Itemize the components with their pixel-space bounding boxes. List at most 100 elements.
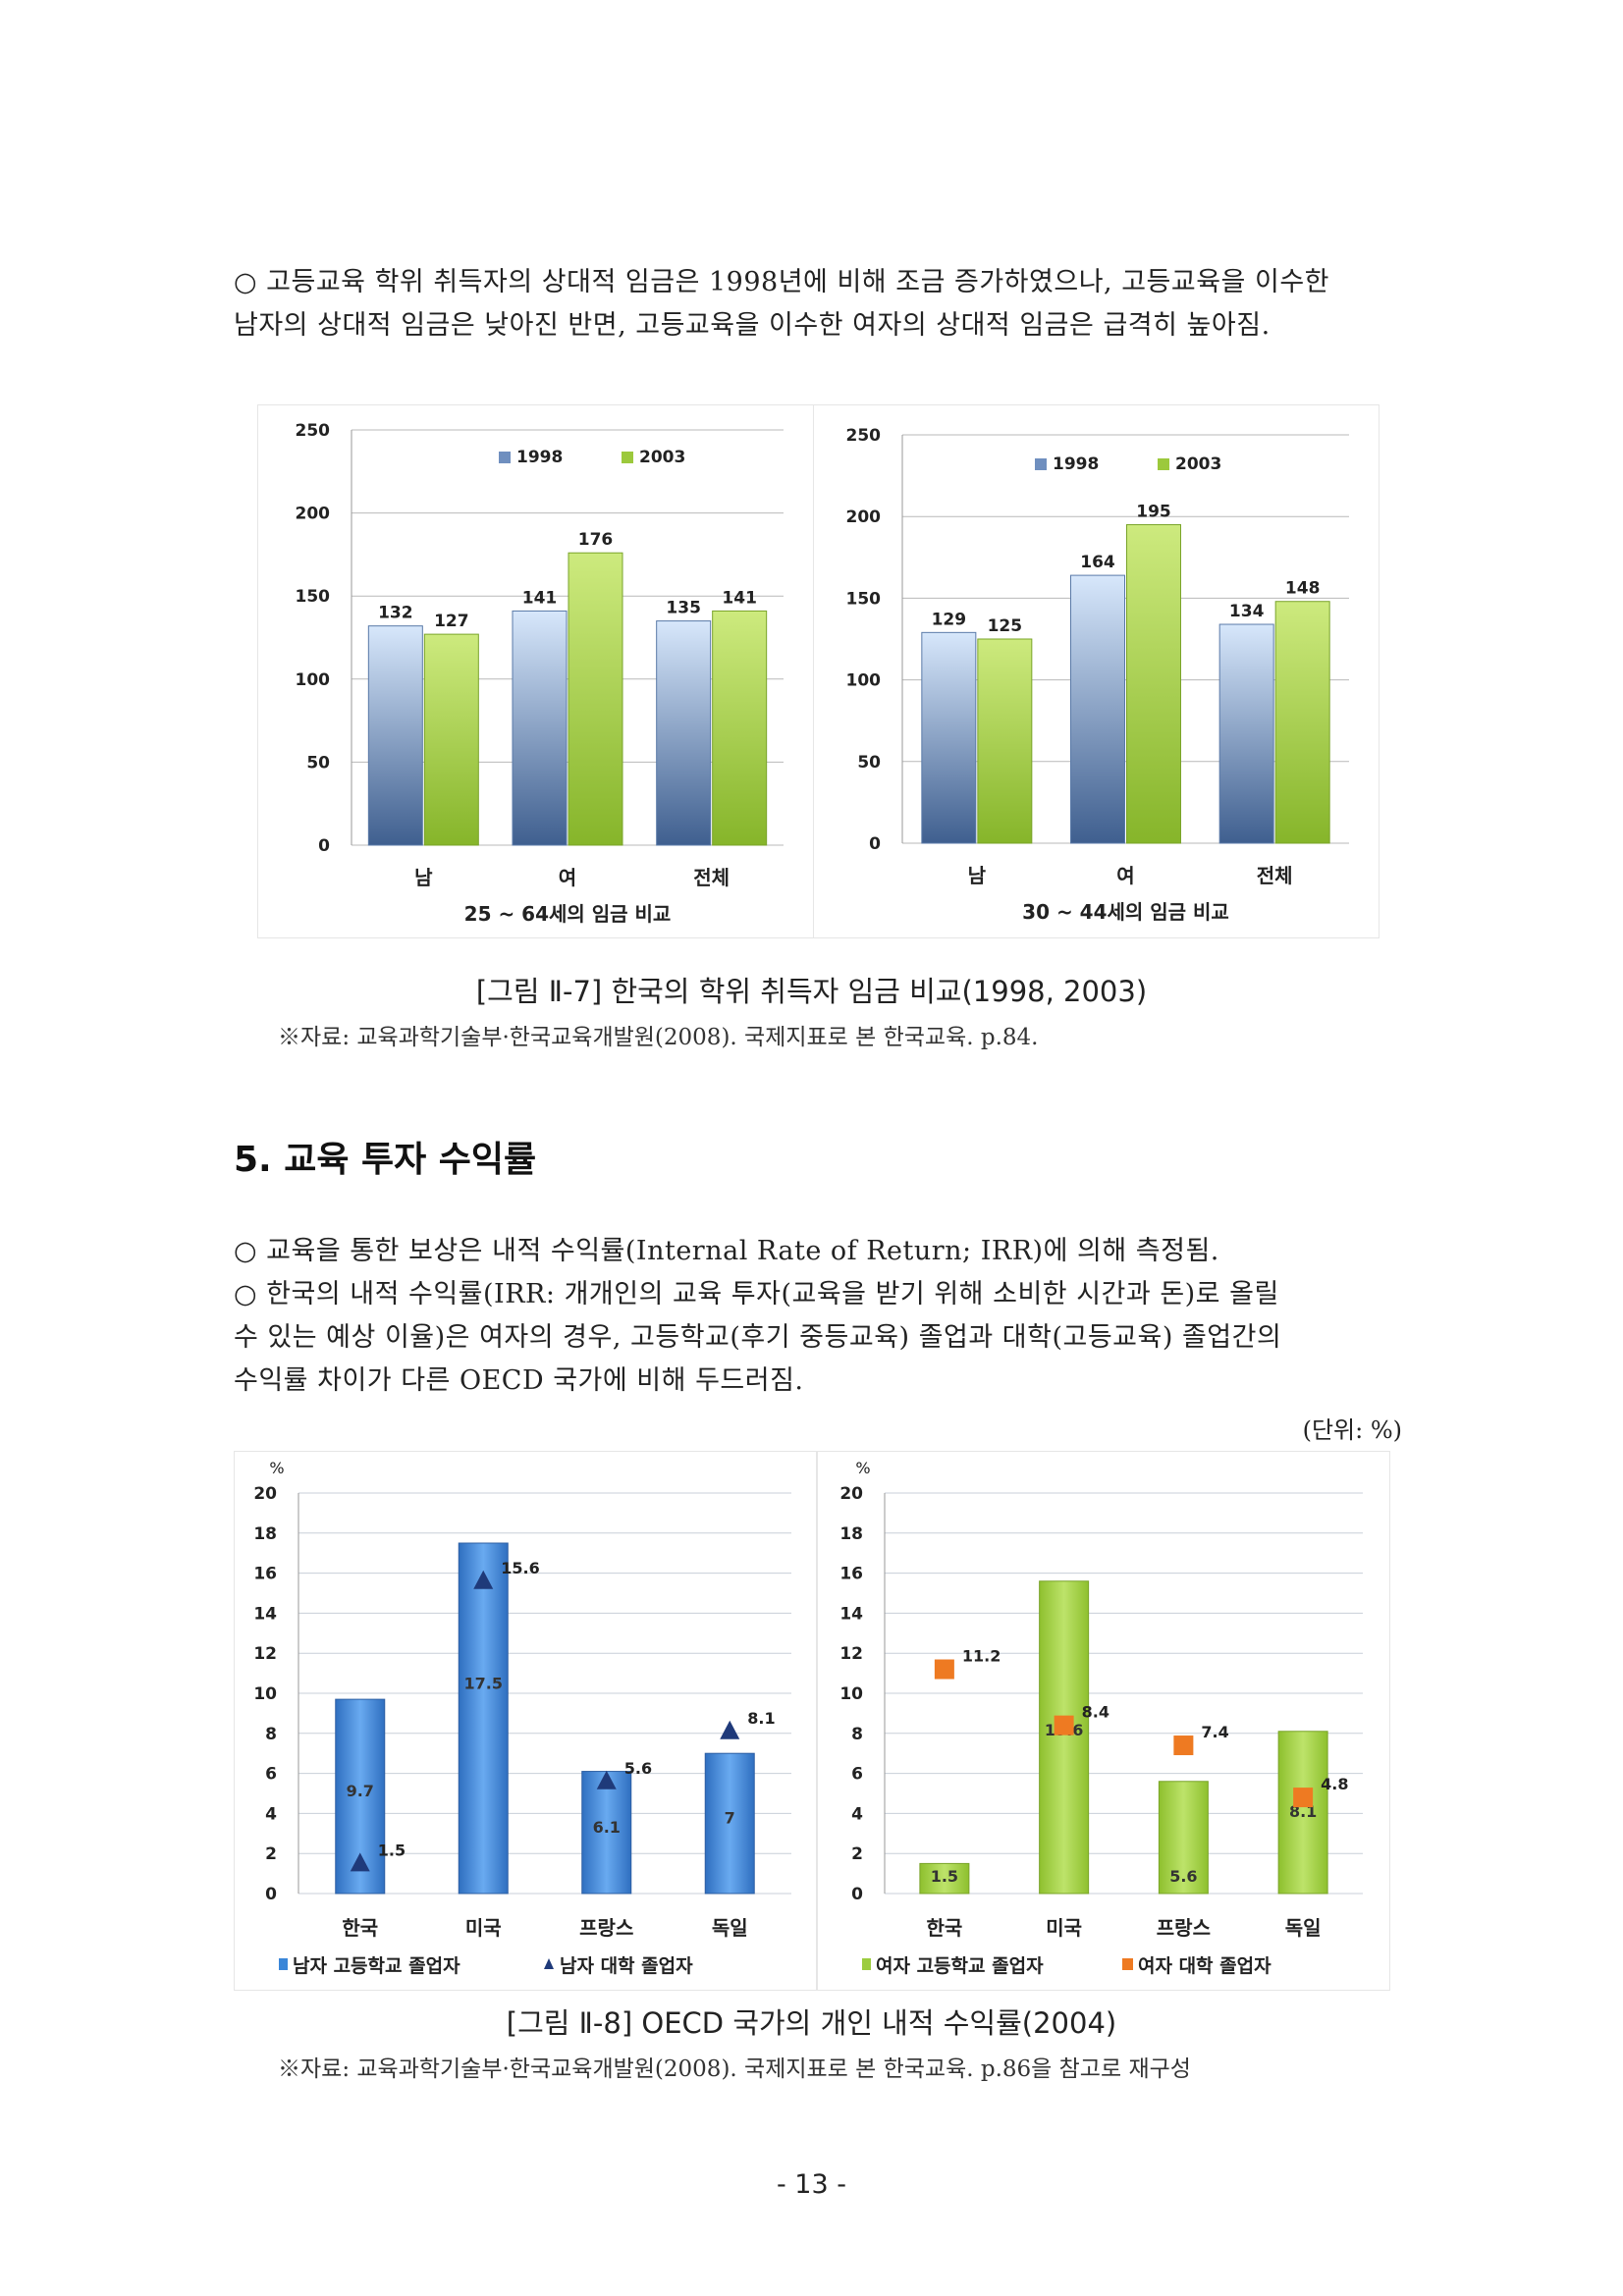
y-tick-label: 4	[851, 1804, 863, 1824]
bar-1998-남	[921, 631, 977, 844]
figure8-caption: [그림 Ⅱ-8] OECD 국가의 개인 내적 수익률(2004)	[506, 2006, 1117, 2040]
x-tick-label: 남	[968, 864, 987, 887]
y-tick-label: 0	[265, 1885, 277, 1904]
y-tick-label: 50	[306, 753, 330, 773]
y-tick-label: 2	[265, 1844, 277, 1864]
marker-여자 대학 졸업자-한국	[934, 1659, 954, 1680]
marker-여자 대학 졸업자-독일	[1293, 1788, 1314, 1808]
bar-2003-남	[423, 633, 479, 846]
bar-value-label: 195	[1136, 503, 1171, 522]
wage-chart-right-frame: 0 50 100 150 200 250 129 125 남 164 195 여 134 148 전체 199…	[813, 404, 1380, 938]
legend-label: 여자 대학 졸업자	[1138, 1955, 1271, 1977]
legend-label: 2003	[639, 448, 685, 467]
bar-value-label: 141	[722, 588, 757, 608]
bar-여자 고등학교 졸업자-미국	[1039, 1580, 1090, 1895]
bar-1998-전체	[656, 620, 712, 846]
irr-chart-male: % 0 2 4 6 8 10 12 14 16 18 20 9.7 1.5 한국 17.5 15.6 미국 6.1 5…	[253, 1459, 791, 1977]
marker-value-label: 11.2	[962, 1647, 1001, 1666]
x-tick-label: 한국	[926, 1916, 962, 1940]
marker-value-label: 8.4	[1082, 1703, 1109, 1722]
legend-label: 1998	[516, 448, 563, 467]
y-tick-label: 150	[296, 587, 331, 607]
y-tick-label: 50	[857, 753, 881, 773]
x-tick-label: 전체	[1257, 864, 1293, 887]
irr-chart-female: %024681012141618201.511.2한국15.68.4미국5.67…	[839, 1459, 1363, 1977]
bar-2003-전체	[1274, 601, 1330, 844]
figure7-source: ※자료: 교육과학기술부·한국교육개발원(2008). 국제지표로 본 한국교육…	[278, 1025, 1039, 1050]
y-tick-label: 0	[869, 834, 881, 854]
bar-value-label: 127	[434, 612, 469, 631]
intro-paragraph: ○ 고등교육 학위 취득자의 상대적 임금은 1998년에 비해 조금 증가하였…	[234, 261, 1402, 347]
legend-label: 여자 고등학교 졸업자	[876, 1955, 1044, 1977]
legend-label: 2003	[1175, 454, 1221, 474]
bar-2003-전체	[712, 610, 768, 846]
bar-value-label: 176	[578, 530, 614, 550]
y-tick-label: 250	[846, 426, 882, 446]
y-tick-label: 0	[851, 1885, 863, 1904]
legend-swatch	[499, 452, 511, 463]
bar-value-label: 132	[378, 604, 413, 623]
bar-1998-여	[512, 610, 568, 846]
section-heading: 5. 교육 투자 수익률	[234, 1140, 537, 1180]
section-line-4: 수익률 차이가 다른 OECD 국가에 비해 두드러짐.	[234, 1365, 804, 1396]
bar-value-label: 148	[1285, 579, 1321, 599]
y-tick-label: 0	[318, 836, 330, 856]
y-tick-label: 100	[846, 671, 882, 691]
x-tick-label: 독일	[1285, 1916, 1322, 1940]
y-tick-label: 8	[851, 1725, 863, 1744]
y-tick-label: 10	[253, 1684, 277, 1704]
marker-여자 대학 졸업자-미국	[1054, 1715, 1074, 1735]
bar-여자 고등학교 졸업자-독일	[1277, 1731, 1328, 1895]
chart-title: 25 ~ 64세의 임금 비교	[464, 902, 672, 926]
bar-value-label: 9.7	[347, 1782, 374, 1800]
irr-chart-left-frame: % 0 2 4 6 8 10 12 14 16 18 20 9.7 1.5 한국 17.5 15.6 미국 6.1 5…	[234, 1451, 817, 1991]
marker-value-label: 5.6	[624, 1759, 652, 1778]
y-tick-label: 4	[265, 1804, 277, 1824]
y-tick-label: 150	[846, 589, 882, 609]
marker-value-label: 8.1	[747, 1709, 775, 1728]
bar-2003-여	[568, 552, 623, 846]
bar-value-label: 6.1	[593, 1818, 621, 1837]
bar-남자 고등학교 졸업자-독일	[704, 1752, 755, 1895]
legend-swatch	[544, 1958, 554, 1969]
section-line-2: ○ 한국의 내적 수익률(IRR: 개개인의 교육 투자(교육을 받기 위해 소…	[234, 1279, 1279, 1309]
x-tick-label: 프랑스	[1157, 1916, 1211, 1940]
bar-1998-남	[367, 625, 423, 846]
y-tick-label: 2	[851, 1844, 863, 1864]
section-line-1: ○ 교육을 통한 보상은 내적 수익률(Internal Rate of Ret…	[234, 1236, 1219, 1266]
page-number: - 13 -	[776, 2169, 846, 2200]
y-tick-label: 200	[296, 505, 331, 524]
y-tick-label: 18	[253, 1524, 277, 1544]
y-tick-label: 100	[296, 670, 331, 690]
figure7-caption: [그림 Ⅱ-7] 한국의 학위 취득자 임금 비교(1998, 2003)	[475, 975, 1148, 1008]
bar-여자 고등학교 졸업자-한국	[919, 1862, 970, 1895]
marker-남자 대학 졸업자-독일	[720, 1720, 740, 1739]
marker-여자 대학 졸업자-프랑스	[1173, 1735, 1194, 1756]
intro-line-1: ○ 고등교육 학위 취득자의 상대적 임금은 1998년에 비해 조금 증가하였…	[234, 267, 1330, 297]
wage-chart-left-frame: 0 50 100 150 200 250 132 127 남 141 176 여 135 141 전체 199…	[257, 404, 814, 938]
legend-label: 남자 고등학교 졸업자	[293, 1955, 460, 1977]
y-tick-label: 6	[851, 1765, 863, 1785]
wage-chart-30-44: 0 50 100 150 200 250 129 125 남 164 195 여 134 148 전체 199…	[846, 426, 1349, 924]
figure8-source: ※자료: 교육과학기술부·한국교육개발원(2008). 국제지표로 본 한국교육…	[278, 2056, 1191, 2082]
marker-value-label: 4.8	[1321, 1775, 1348, 1793]
y-tick-label: 200	[846, 507, 882, 527]
legend-swatch	[1122, 1958, 1133, 1970]
y-tick-label: 6	[265, 1765, 277, 1785]
bar-value-label: 141	[522, 588, 558, 608]
irr-chart-right-frame: %024681012141618201.511.2한국15.68.4미국5.67…	[817, 1451, 1390, 1991]
y-tick-label: 20	[253, 1484, 277, 1504]
x-tick-label: 한국	[342, 1916, 378, 1940]
bar-value-label: 129	[932, 610, 967, 629]
marker-value-label: 7.4	[1201, 1723, 1228, 1741]
legend-swatch	[1035, 458, 1047, 470]
y-unit-label: %	[269, 1459, 284, 1477]
section-line-3: 수 있는 예상 이율)은 여자의 경우, 고등학교(후기 중등교육) 졸업과 대…	[234, 1322, 1282, 1353]
marker-남자 대학 졸업자-한국	[350, 1852, 370, 1872]
bar-value-label: 125	[988, 616, 1023, 636]
x-tick-label: 미국	[1046, 1916, 1082, 1940]
bar-여자 고등학교 졸업자-프랑스	[1158, 1781, 1209, 1895]
y-tick-label: 18	[839, 1524, 863, 1544]
legend-swatch	[279, 1958, 288, 1970]
bar-value-label: 1.5	[931, 1867, 958, 1886]
